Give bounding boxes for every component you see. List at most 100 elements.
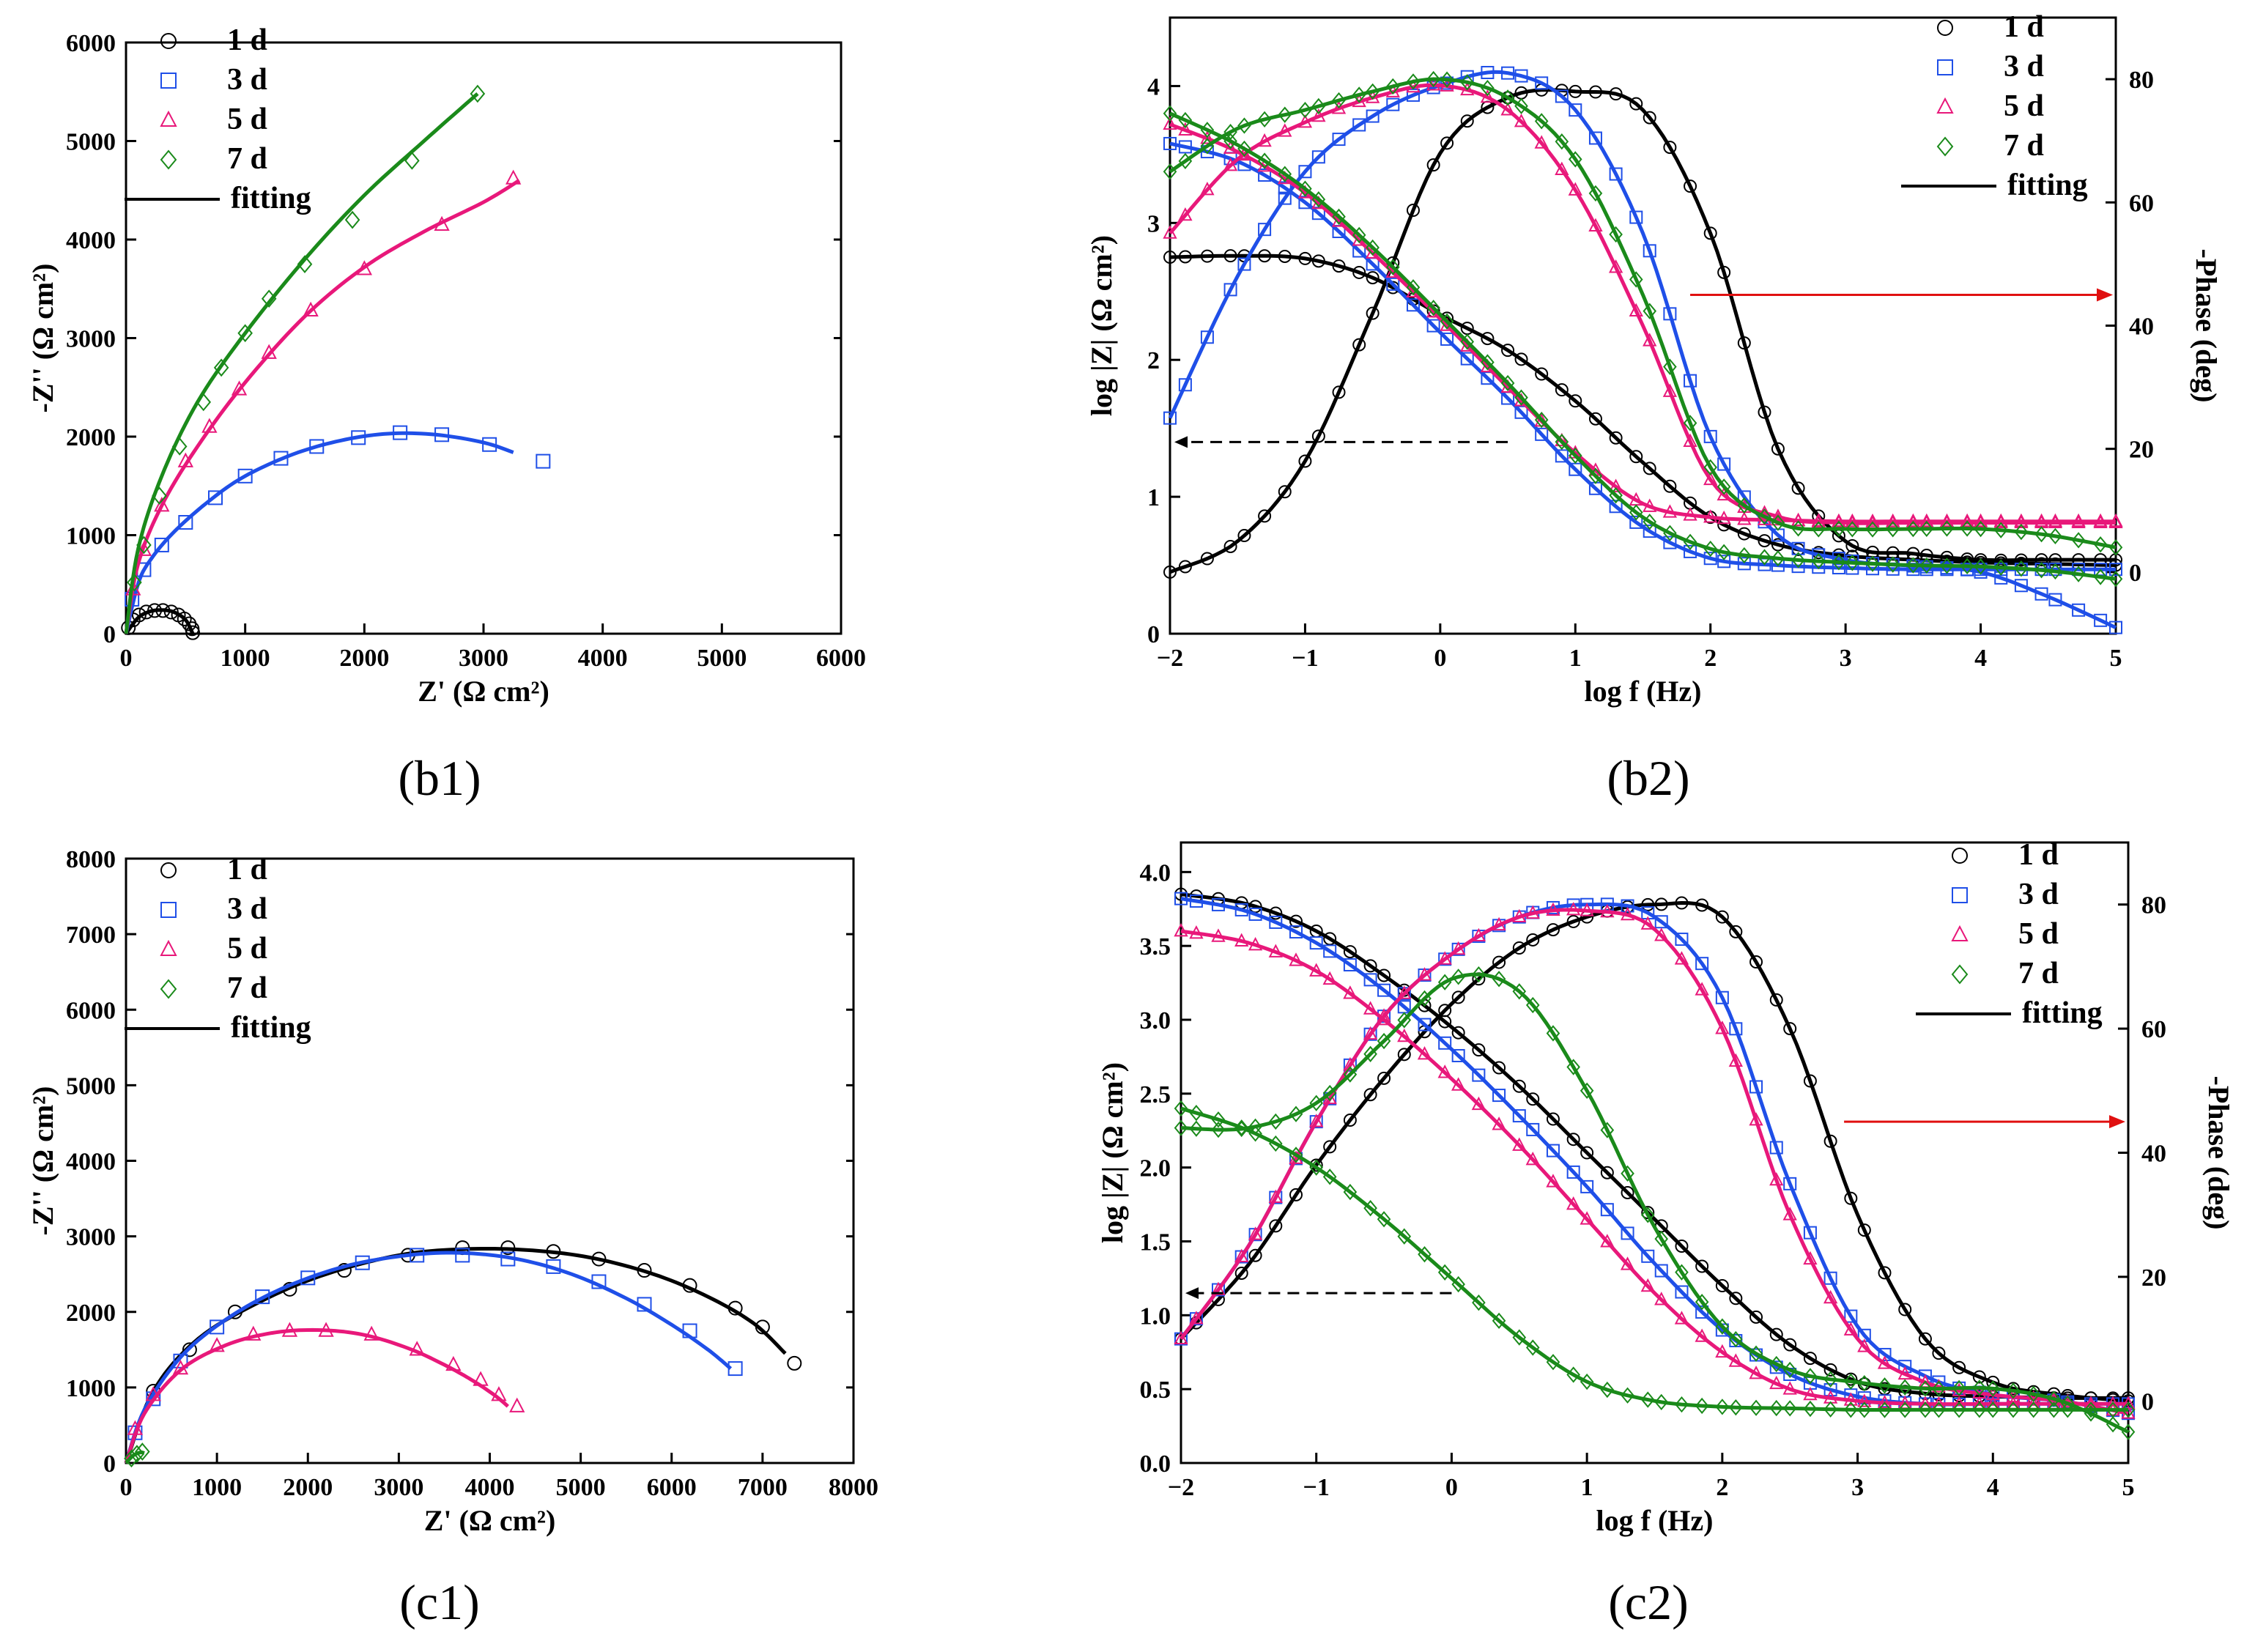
data-point xyxy=(546,1259,561,1274)
data-point-logZ xyxy=(1386,259,1400,275)
x-tick-label: 3 xyxy=(1840,645,1852,672)
data-point-phase xyxy=(1406,203,1420,217)
data-point-phase xyxy=(1832,520,1846,537)
data-point-logZ xyxy=(2071,566,2086,582)
x-tick-label: 1 xyxy=(1581,1474,1593,1501)
data-point-logZ xyxy=(1492,1116,1506,1130)
x-tick-label: 0 xyxy=(1434,645,1446,672)
data-point-phase xyxy=(1588,218,1603,232)
data-point-logZ xyxy=(1501,344,1515,358)
data-point-phase xyxy=(1857,1338,1872,1352)
data-point-logZ xyxy=(1609,487,1623,504)
data-point-logZ xyxy=(1588,412,1602,426)
data-point xyxy=(210,1319,225,1335)
data-point-phase xyxy=(2071,514,2086,529)
data-point-phase xyxy=(1695,1294,1709,1311)
data-point-logZ xyxy=(1737,527,1751,541)
data-point-phase xyxy=(1803,1368,1818,1385)
x-tick-label: −2 xyxy=(1168,1474,1194,1501)
y-tick-label: 1.0 xyxy=(1140,1303,1171,1330)
data-point-phase xyxy=(1437,974,1452,990)
data-point-phase xyxy=(1366,83,1380,100)
data-point-logZ xyxy=(1534,411,1549,429)
panel-label: (b1) xyxy=(398,750,481,806)
data-point-logZ xyxy=(1258,249,1272,263)
data-point-phase xyxy=(1174,1330,1188,1344)
data-point-phase xyxy=(1278,106,1292,123)
legend-marker xyxy=(160,979,177,999)
x-axis-label: log f (Hz) xyxy=(1585,675,1702,708)
x-tick-label: 3000 xyxy=(374,1474,423,1501)
data-point xyxy=(404,152,420,170)
data-point-phase xyxy=(1823,1371,1837,1388)
data-point-phase xyxy=(2034,553,2048,567)
data-point-phase xyxy=(1237,117,1251,134)
series-7d xyxy=(124,1442,150,1468)
data-point xyxy=(482,437,497,452)
data-point-phase xyxy=(1580,1082,1594,1099)
data-point-logZ xyxy=(1737,557,1751,571)
data-point-logZ xyxy=(1535,367,1549,381)
data-point-logZ xyxy=(1178,140,1192,154)
data-point-phase xyxy=(1960,520,1974,537)
data-point-phase xyxy=(1791,513,1806,527)
data-point-logZ xyxy=(1343,985,1358,999)
data-point-phase xyxy=(1919,520,1934,538)
data-point-phase xyxy=(2084,1405,2098,1422)
y-tick-label: 3000 xyxy=(66,1224,116,1251)
data-point-logZ xyxy=(1163,105,1177,122)
arrowhead-phase xyxy=(2109,1115,2125,1129)
data-point-logZ xyxy=(1737,547,1752,564)
data-point-phase xyxy=(2014,514,2029,529)
data-point-phase xyxy=(1426,70,1440,88)
data-point xyxy=(434,427,450,442)
data-point-logZ xyxy=(1200,249,1214,263)
data-point-logZ xyxy=(1823,1401,1837,1418)
data-point-phase xyxy=(1451,941,1466,955)
data-point-logZ xyxy=(1555,433,1569,451)
data-point-phase xyxy=(1566,1059,1580,1075)
data-point-phase xyxy=(1960,563,1974,577)
data-point-phase xyxy=(1629,271,1643,288)
data-point-logZ xyxy=(1546,1354,1560,1371)
data-point-phase xyxy=(2072,603,2086,617)
data-point-logZ xyxy=(1343,1183,1358,1201)
data-point-phase xyxy=(1332,92,1346,109)
data-point-logZ xyxy=(2014,560,2029,577)
x-tick-label: 0 xyxy=(1445,1474,1458,1501)
data-point xyxy=(491,1386,507,1401)
data-point-logZ xyxy=(1343,945,1357,959)
y-axis-label: log |Z| (Ω cm²) xyxy=(1096,1062,1129,1243)
data-point-logZ xyxy=(1600,1234,1615,1248)
data-point-logZ xyxy=(1163,251,1177,264)
data-point-logZ xyxy=(1512,1109,1526,1123)
x-tick-label: −1 xyxy=(1303,1474,1330,1501)
y-tick-label: 4000 xyxy=(66,227,116,254)
data-point xyxy=(196,393,212,412)
legend-label: 7 d xyxy=(2018,957,2059,990)
data-point-logZ xyxy=(1525,1339,1540,1356)
data-point xyxy=(509,1397,525,1412)
data-point-phase xyxy=(1163,411,1177,425)
data-point-phase xyxy=(1715,910,1729,924)
data-point-logZ xyxy=(1178,250,1192,264)
x-tick-label: 6000 xyxy=(816,645,866,672)
data-point-phase xyxy=(1663,358,1677,375)
data-point-logZ xyxy=(1566,1133,1580,1147)
data-point-phase xyxy=(2106,1416,2120,1433)
data-point-phase xyxy=(1803,1074,1817,1088)
data-point-phase xyxy=(1662,383,1678,397)
data-point xyxy=(455,1248,470,1263)
data-point-logZ xyxy=(1363,959,1377,973)
data-point-logZ xyxy=(1715,1279,1729,1292)
legend-label: 1 d xyxy=(227,853,267,886)
data-point xyxy=(409,1341,425,1356)
data-point-phase xyxy=(1211,1121,1226,1138)
data-point-phase xyxy=(1993,522,2008,538)
data-point-phase xyxy=(1918,1380,1933,1397)
data-point-phase xyxy=(1844,1373,1858,1390)
y2-tick-label: 0 xyxy=(2129,560,2141,587)
data-point-phase xyxy=(1782,1361,1797,1379)
data-point-logZ xyxy=(2048,563,2062,580)
data-point-logZ xyxy=(1500,374,1515,392)
